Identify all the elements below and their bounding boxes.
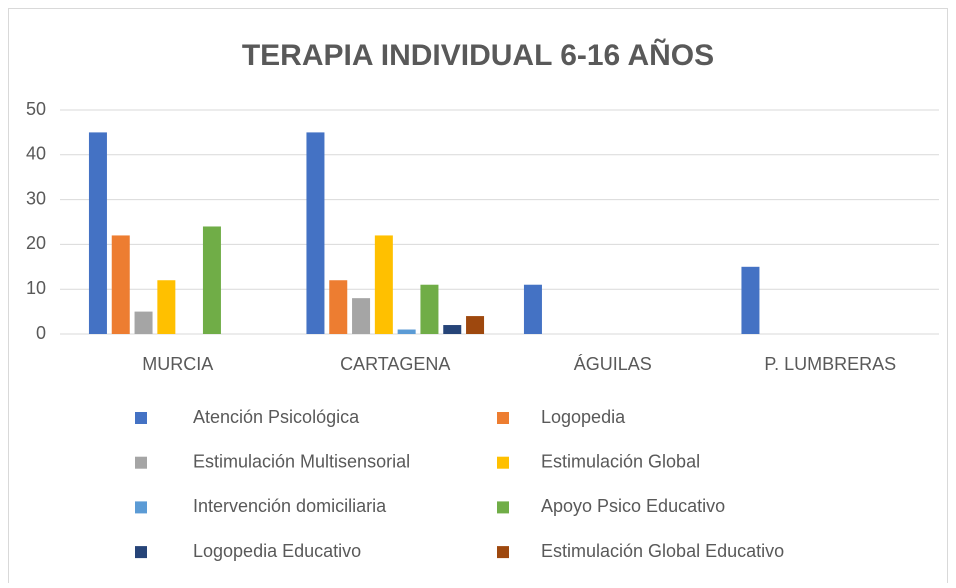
legend-marker (135, 501, 147, 514)
bar (202, 226, 221, 334)
legend-marker (135, 412, 147, 424)
y-tick-label: 20 (26, 233, 46, 253)
y-tick-label: 30 (26, 188, 46, 208)
bar (466, 316, 485, 334)
bar (523, 284, 542, 334)
y-tick-label: 0 (36, 323, 46, 343)
legend-marker (497, 501, 509, 514)
bar (420, 284, 439, 334)
x-tick-label: ÁGUILAS (574, 354, 652, 374)
x-tick-label: P. LUMBRERAS (764, 354, 896, 374)
legend-marker (497, 456, 509, 469)
bar (88, 132, 107, 334)
bar (157, 280, 176, 334)
bar (134, 311, 153, 334)
legend-marker (497, 412, 509, 424)
legend-marker (135, 546, 147, 559)
bar (741, 266, 760, 334)
legend-marker (135, 456, 147, 469)
bar (374, 235, 393, 334)
y-tick-label: 10 (26, 278, 46, 298)
x-tick-label: MURCIA (142, 354, 213, 374)
bar (443, 325, 462, 334)
chart-frame (8, 8, 948, 588)
x-tick-label: CARTAGENA (340, 354, 450, 374)
y-tick-label: 50 (26, 99, 46, 119)
legend-label: Estimulación Global (541, 451, 700, 471)
legend-label: Logopedia (541, 407, 626, 427)
bar (306, 132, 325, 334)
bar (397, 329, 416, 334)
bar (329, 280, 348, 334)
legend-label: Atención Psicológica (193, 407, 360, 427)
legend-label: Apoyo Psico Educativo (541, 496, 725, 516)
legend-label: Estimulación Global Educativo (541, 541, 784, 561)
chart-title: TERAPIA INDIVIDUAL 6-16 AÑOS (242, 38, 714, 72)
legend-label: Logopedia Educativo (193, 541, 361, 561)
bar (352, 298, 371, 334)
bar (111, 235, 130, 334)
legend-label: Estimulación Multisensorial (193, 451, 410, 471)
y-tick-label: 40 (26, 144, 46, 164)
legend-label: Intervención domiciliaria (193, 496, 387, 516)
legend-marker (497, 546, 509, 559)
